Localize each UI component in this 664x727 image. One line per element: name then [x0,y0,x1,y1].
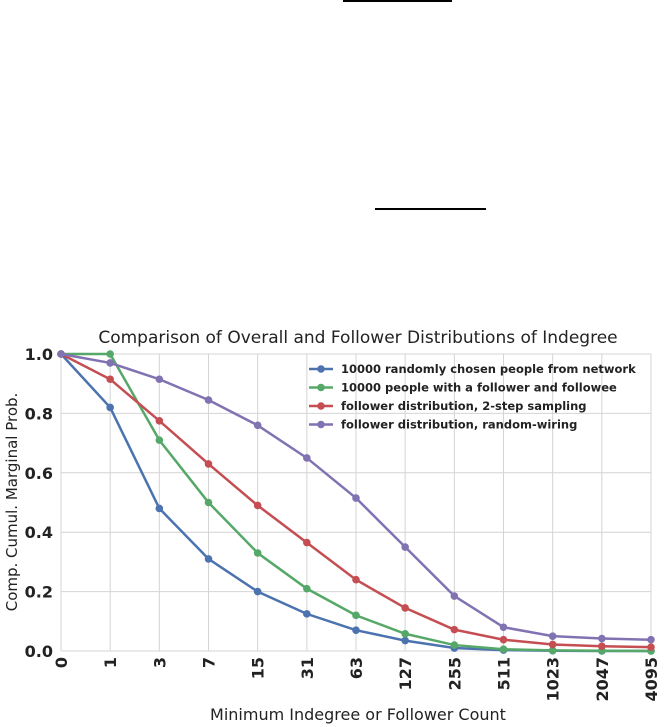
data-point [401,543,409,551]
data-point [499,635,508,644]
data-point [253,501,262,510]
data-point [598,634,606,643]
data-point [352,611,360,620]
x-tick-label: 1023 [544,657,563,702]
data-point [303,538,311,547]
data-point [499,645,508,654]
legend-marker [317,365,325,373]
data-point [450,592,459,600]
chart-legend: 10000 randomly chosen people from networ… [309,362,636,432]
x-tick-label: 63 [347,657,366,679]
y-tick-label: 0.2 [25,583,53,602]
x-tick-label: 31 [298,657,317,679]
data-point [253,587,262,596]
data-point [155,375,164,384]
data-point [204,396,213,404]
data-point [155,417,164,425]
data-point [548,646,557,655]
data-point [155,504,164,513]
y-axis-label: Comp. Cumul. Marginal Prob. [3,393,21,612]
chart-title: Comparison of Overall and Follower Distr… [98,328,617,348]
y-tick-label: 1.0 [25,345,53,364]
data-point [106,375,114,384]
data-point [548,632,557,640]
data-point [647,635,655,644]
legend-marker [317,402,325,410]
legend-marker [317,383,325,392]
data-point [499,623,508,632]
data-point [352,494,360,502]
data-point [253,421,262,430]
x-tick-label: 4095 [642,657,661,702]
legend-label: follower distribution, 2-step sampling [341,399,587,413]
x-tick-label: 0 [52,657,71,668]
data-point [401,604,409,612]
data-point [204,498,213,507]
data-point [548,640,557,649]
data-point [352,575,360,584]
data-point [155,436,164,444]
data-point [106,350,114,358]
x-axis-label: Minimum Indegree or Follower Count [210,705,506,724]
data-point [303,610,311,618]
x-tick-label: 255 [445,657,464,690]
x-tick-label: 127 [396,657,415,690]
x-tick-label: 3 [150,657,169,668]
y-tick-label: 0.8 [25,404,53,423]
data-point [303,584,311,593]
x-tick-label: 511 [495,657,514,690]
x-tick-label: 15 [249,657,268,679]
data-point [401,629,409,638]
data-point [57,350,65,358]
plot-area: 0.0 0.2 0.4 0.6 0.8 1.0 0 1 3 7 15 31 63 127 255 511 102… [25,345,661,702]
data-point [253,549,262,557]
data-point [647,643,655,651]
legend-label: 10000 people with a follower and followe… [341,381,617,395]
legend-label: follower distribution, random-wiring [341,418,577,432]
data-point [598,642,606,651]
middle-rule-line [375,208,486,210]
data-point [204,555,213,563]
y-tick-label: 0.6 [25,464,53,483]
x-tick-label: 7 [200,657,219,668]
data-point [106,359,114,367]
data-point [106,403,114,412]
data-point [303,454,311,462]
data-point [401,636,409,645]
data-point [450,625,459,634]
data-point [204,460,213,468]
top-rule-line [343,0,452,2]
legend-marker [317,420,325,429]
y-tick-label: 0.0 [25,642,53,661]
data-point [450,641,459,649]
x-tick-label: 2047 [593,657,612,702]
y-tick-label: 0.4 [25,523,53,542]
data-point [352,626,360,635]
legend-label: 10000 randomly chosen people from networ… [341,362,636,376]
x-tick-label: 1 [101,657,120,668]
indegree-distribution-chart: Comparison of Overall and Follower Distr… [3,328,661,724]
